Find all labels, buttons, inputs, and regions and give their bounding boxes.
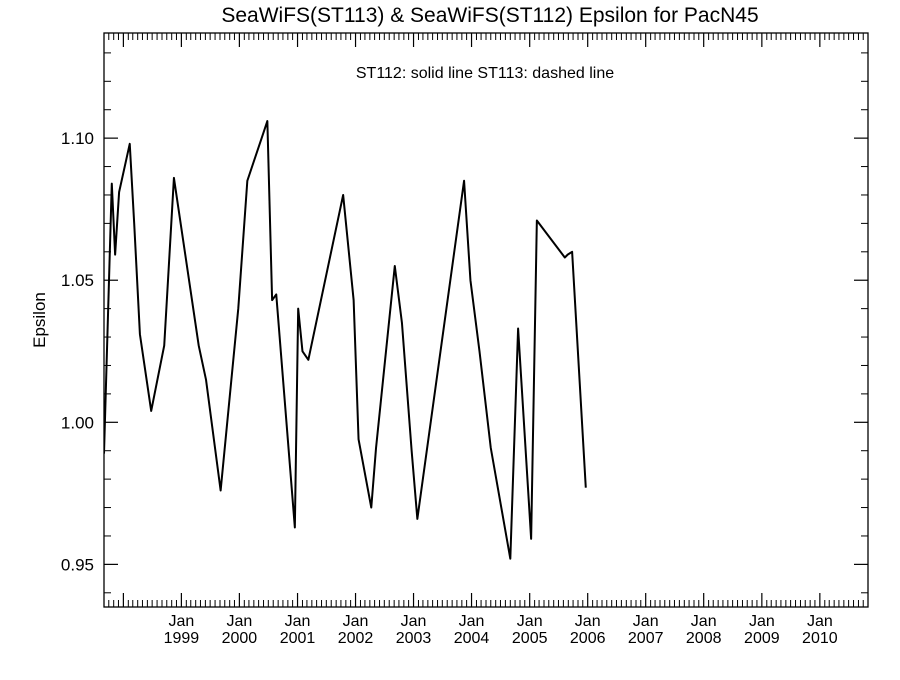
x-tick-year-label: 2002 — [338, 630, 374, 647]
x-tick-month-label: Jan — [285, 613, 311, 630]
y-tick-label: 1.10 — [61, 129, 94, 148]
x-axis: Jan1999Jan2000Jan2001Jan2002Jan2003Jan20… — [104, 33, 863, 647]
y-tick-label: 1.05 — [61, 271, 94, 290]
x-tick-year-label: 2007 — [628, 630, 664, 647]
chart-annotation: ST112: solid line ST113: dashed line — [356, 65, 614, 82]
y-tick-label: 0.95 — [61, 555, 94, 574]
series-line-solid — [104, 121, 586, 559]
x-tick-month-label: Jan — [226, 613, 252, 630]
x-tick-year-label: 2008 — [686, 630, 722, 647]
x-tick-month-label: Jan — [633, 613, 659, 630]
series-layer — [104, 121, 586, 559]
x-tick-month-label: Jan — [168, 613, 194, 630]
x-tick-month-label: Jan — [459, 613, 485, 630]
x-tick-year-label: 1999 — [164, 630, 200, 647]
y-axis-label: Epsilon — [30, 292, 49, 348]
x-tick-month-label: Jan — [517, 613, 543, 630]
x-tick-month-label: Jan — [691, 613, 717, 630]
plot-frame — [104, 33, 868, 607]
y-axis: 0.95 1.00 1.05 1.10 — [61, 53, 868, 593]
y-tick-label: 1.00 — [61, 413, 94, 432]
x-tick-month-label: Jan — [343, 613, 369, 630]
chart-title: SeaWiFS(ST113) & SeaWiFS(ST112) Epsilon … — [221, 4, 758, 27]
x-tick-year-label: 2009 — [744, 630, 780, 647]
x-tick-year-label: 2004 — [454, 630, 490, 647]
x-tick-year-label: 2006 — [570, 630, 606, 647]
x-tick-year-label: 2010 — [802, 630, 838, 647]
x-tick-month-label: Jan — [401, 613, 427, 630]
x-tick-month-label: Jan — [575, 613, 601, 630]
x-tick-year-label: 2000 — [222, 630, 258, 647]
x-tick-year-label: 2003 — [396, 630, 432, 647]
x-tick-month-label: Jan — [807, 613, 833, 630]
x-tick-month-label: Jan — [749, 613, 775, 630]
x-tick-year-label: 2001 — [280, 630, 316, 647]
x-tick-year-label: 2005 — [512, 630, 548, 647]
